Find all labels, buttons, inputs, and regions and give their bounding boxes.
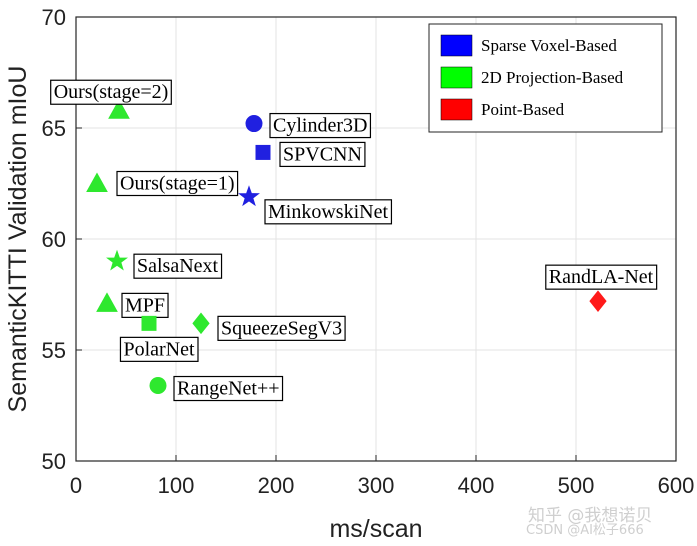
marker-spvcnn: [255, 144, 271, 160]
point-label-salsanext: SalsaNext: [137, 255, 219, 277]
legend-2d-projection-based-swatch: [440, 66, 473, 89]
point-label-mpf: MPF: [125, 294, 165, 316]
data-points: Ours(stage=2) Ours(stage=1) Cylinder3D SPVC…: [50, 79, 658, 402]
watermark-line1: 知乎 @我想诺贝: [528, 506, 652, 526]
legend-2d-projection-based-label: 2D Projection-Based: [481, 68, 624, 87]
y-tick-label: 50: [42, 449, 66, 474]
point-label-rangenet-box: [173, 375, 284, 402]
axis-ticks: 0 100 200 300 400 500 600 50 55 60 65 70: [42, 5, 695, 498]
marker-minkowskinet: [238, 185, 260, 207]
point-label-rangenet: RangeNet++: [177, 378, 280, 400]
marker-mpf: [96, 292, 118, 312]
x-tick-label: 100: [158, 473, 195, 498]
point-label-squeezesegv3-box: [217, 315, 346, 341]
y-tick-label: 70: [42, 5, 66, 30]
point-label-randla-net-box: [545, 264, 658, 290]
x-tick-label: 300: [358, 473, 395, 498]
x-tick-label: 200: [258, 473, 295, 498]
point-label-randla-net: RandLA-Net: [549, 266, 654, 288]
marker-squeezesegv3: [192, 312, 210, 335]
point-label-spvcnn-box: [279, 141, 366, 168]
legend-sparse-voxel-based-label: Sparse Voxel-Based: [481, 36, 617, 55]
x-tick-label: 400: [458, 473, 495, 498]
point-label-ours-stage-2-box: [50, 79, 172, 105]
legend-point-based-label: Point-Based: [481, 100, 565, 119]
x-tick-label: 0: [70, 473, 82, 498]
marker-polarnet: [141, 315, 157, 331]
marker-ours-stage-2: [108, 99, 130, 119]
x-tick-label: 500: [558, 473, 595, 498]
point-label-ours-stage-1-box: [116, 170, 239, 197]
point-label-polarnet: PolarNet: [123, 338, 195, 360]
legend-point-based-swatch: [440, 98, 473, 121]
marker-randla-net: [589, 290, 607, 312]
point-label-ours-stage-1: Ours(stage=1): [120, 173, 235, 195]
x-axis-label: ms/scan: [329, 515, 422, 543]
point-label-minkowskinet-box: [264, 199, 393, 225]
y-tick-label: 55: [42, 338, 66, 363]
point-label-cylinder3d: Cylinder3D: [273, 115, 367, 137]
point-label-salsanext-box: [133, 253, 223, 279]
point-label-cylinder3d-box: [269, 112, 372, 139]
legend: Sparse Voxel-Based 2D Projection-Based Poi…: [428, 23, 663, 133]
point-label-mpf-box: [121, 292, 169, 318]
y-tick-label: 65: [42, 116, 66, 141]
watermark-line2: CSDN @AI松子666: [526, 523, 644, 538]
point-label-ours-stage-2: Ours(stage=2): [54, 81, 169, 103]
legend-sparse-voxel-based-swatch: [440, 34, 473, 57]
marker-cylinder3d: [245, 115, 263, 133]
point-label-spvcnn: SPVCNN: [283, 143, 362, 165]
point-label-polarnet-box: [119, 336, 199, 362]
marker-rangenet: [149, 377, 167, 395]
x-tick-label: 600: [658, 473, 695, 498]
marker-salsanext: [106, 249, 128, 271]
marker-ours-stage-1: [86, 172, 108, 192]
y-tick-label: 60: [42, 227, 66, 252]
y-axis-label: SemanticKITTI Validation mIoU: [4, 66, 32, 413]
point-label-minkowskinet: MinkowskiNet: [268, 201, 388, 223]
point-label-squeezesegv3: SqueezeSegV3: [221, 317, 342, 339]
